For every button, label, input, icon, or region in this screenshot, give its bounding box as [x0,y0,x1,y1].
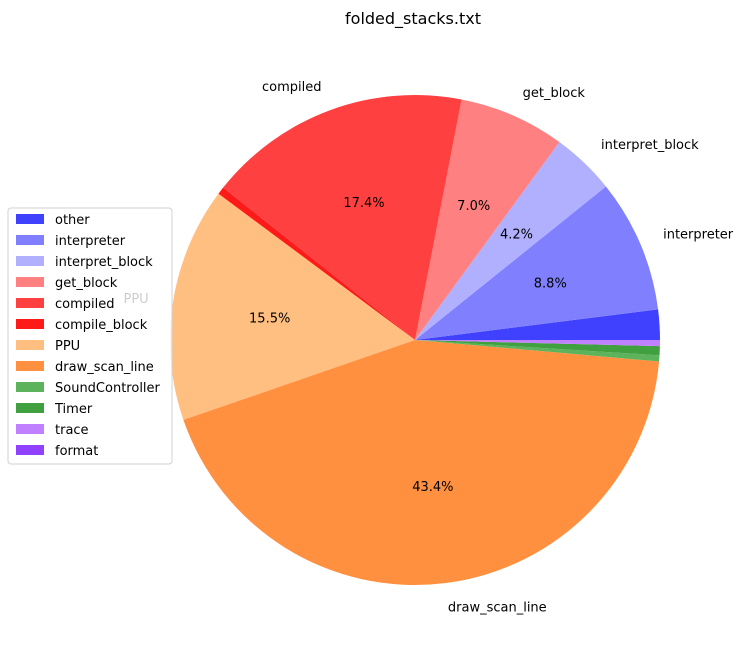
legend-swatch-timer [16,403,44,413]
chart-title: folded_stacks.txt [345,9,481,29]
slice-trace [415,340,660,347]
slice-ppu [170,193,415,420]
legend-swatch-compiled [16,298,44,308]
legend-label-interpreter: interpreter [55,234,126,249]
percent-label-get-block: 7.0% [457,199,490,214]
pie-slices [170,95,660,585]
legend-label-compiled: compiled [55,297,115,312]
slice-soundcontroller [415,340,660,362]
legend-swatch-interpreter [16,235,44,245]
legend-label-ppu: PPU [55,339,80,354]
slice-get-block [415,99,560,340]
legend-label-draw-scan-line: draw_scan_line [55,360,154,375]
legend-label-trace: trace [55,423,89,438]
outer-label-interpreter: interpreter [663,228,734,243]
legend-swatch-format [16,445,44,455]
percent-label-interpret-block: 4.2% [500,228,533,243]
legend-swatch-get-block [16,277,44,287]
legend-label-other: other [55,213,90,228]
legend-swatch-trace [16,424,44,434]
slice-interpret-block [415,142,606,340]
slice-compiled [223,95,462,340]
percent-label-ppu: 15.5% [249,312,290,327]
legend-label-compile-block: compile_block [55,318,148,333]
percent-label-compiled: 17.4% [343,196,384,211]
legend-swatch-soundcontroller [16,382,44,392]
legend: other interpreter interpret_block get_block… [7,207,173,465]
legend-frame [7,207,173,465]
legend-label-soundcontroller: SoundController [55,381,161,396]
legend-swatch-ppu [16,340,44,350]
slice-timer [415,340,660,356]
slice-other [415,309,660,340]
legend-swatch-interpret-block [16,256,44,266]
percent-label-draw-scan-line: 43.4% [412,480,453,495]
outer-label-interpret-block: interpret_block [601,138,699,153]
legend-label-timer: Timer [54,402,93,417]
outer-label-get-block: get_block [523,86,586,101]
legend-swatch-other [16,214,44,224]
outer-label-compiled: compiled [262,80,322,95]
legend-swatch-draw-scan-line [16,361,44,371]
outer-label-draw-scan-line: draw_scan_line [448,601,547,616]
slice-draw-scan-line [183,340,660,585]
legend-label-format: format [55,444,98,459]
slice-outer-labels: interpreter interpret_block get_block compi… [123,80,733,615]
legend-swatch-compile-block [16,319,44,329]
legend-label-interpret-block: interpret_block [55,255,153,270]
slice-percent-labels: 8.8% 4.2% 7.0% 17.4% 15.5% 43.4% [249,196,567,495]
legend-label-get-block: get_block [55,276,118,291]
slice-interpreter [415,186,659,340]
percent-label-interpreter: 8.8% [534,277,567,292]
slice-compile-block [218,187,415,340]
